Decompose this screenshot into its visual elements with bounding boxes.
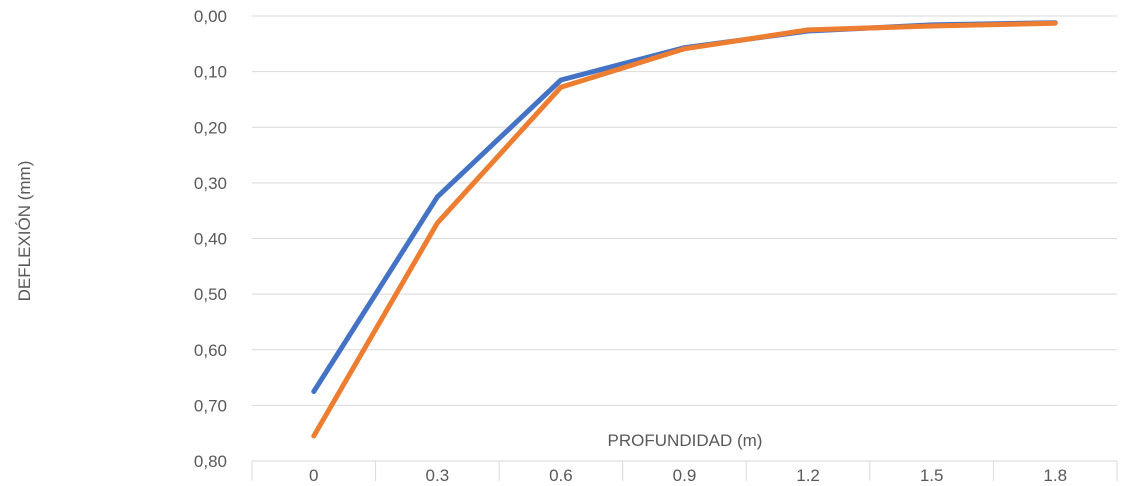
y-tick-label: 0,30 xyxy=(194,174,227,193)
gridlines xyxy=(252,16,1117,461)
y-axis-title: DEFLEXIÓN (mm) xyxy=(15,161,34,302)
x-tick-label: 1,5 xyxy=(920,466,944,481)
y-tick-label: 0,00 xyxy=(194,7,227,26)
x-tick-label: 0,6 xyxy=(549,466,573,481)
x-tick-label: 1,8 xyxy=(1043,466,1067,481)
y-tick-label: 0,10 xyxy=(194,63,227,82)
y-tick-label: 0,80 xyxy=(194,452,227,471)
y-tick-label: 0,60 xyxy=(194,341,227,360)
y-tick-label: 0,50 xyxy=(194,285,227,304)
x-tick-label: 0,3 xyxy=(426,466,450,481)
x-tick-label: 1,2 xyxy=(796,466,820,481)
series-line-2 xyxy=(314,23,1055,436)
x-tick-label: 0 xyxy=(309,466,318,481)
y-tick-label: 0,70 xyxy=(194,396,227,415)
x-axis: 0 0,3 0,6 0,9 1,2 1,5 1,8 xyxy=(252,461,1117,481)
series-line-1 xyxy=(314,23,1055,392)
series-lines xyxy=(314,23,1056,436)
y-axis-ticks: 0,00 0,10 0,20 0,30 0,40 0,50 0,60 0,70 0,80 xyxy=(194,7,227,471)
y-tick-label: 0,40 xyxy=(194,230,227,249)
x-tick-label: 0,9 xyxy=(673,466,697,481)
x-axis-title: PROFUNDIDAD (m) xyxy=(608,431,763,450)
y-tick-label: 0,20 xyxy=(194,118,227,137)
